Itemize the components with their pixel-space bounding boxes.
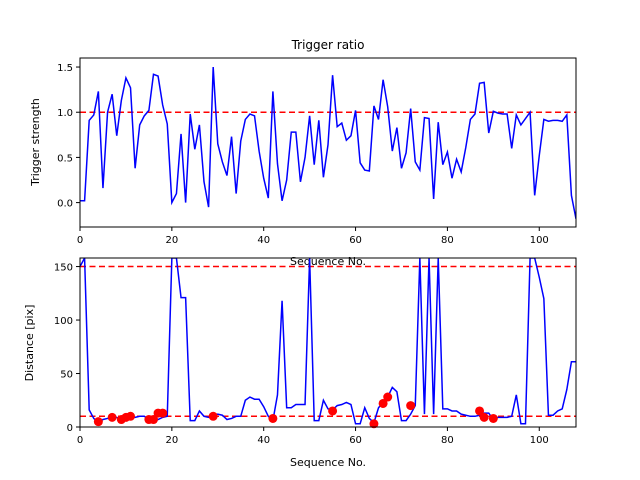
marker-point	[488, 413, 498, 423]
y-tick-label: 150	[54, 263, 73, 274]
x-axis-label: Sequence No.	[290, 456, 366, 469]
marker-point	[208, 411, 218, 421]
x-tick-label: 60	[349, 435, 362, 446]
x-tick-label: 100	[530, 435, 549, 446]
x-tick-label: 60	[349, 235, 362, 246]
series-line	[80, 66, 576, 220]
y-tick-label: 100	[54, 316, 73, 327]
y-tick-label: 0.0	[57, 199, 73, 210]
y-tick-label: 0.5	[57, 153, 73, 164]
x-tick-label: 40	[257, 235, 270, 246]
y-axis-label: Trigger strength	[29, 98, 42, 187]
marker-point	[148, 415, 158, 425]
distance-chart: 0 20 40 60 80 100 0 50 100 150 Sequence No. Dista…	[23, 257, 577, 469]
trigger-ratio-marks	[80, 66, 576, 220]
y-axis-label: Distance [pix]	[23, 305, 36, 382]
chart-title: Trigger ratio	[291, 38, 365, 52]
marker-point	[479, 412, 489, 422]
x-tick-label: 20	[165, 435, 178, 446]
y-tick-label: 0	[67, 423, 73, 434]
marker-point	[378, 398, 388, 408]
x-tick-label: 80	[441, 435, 454, 446]
trigger-ratio-axes: 0 20 40 60 80 100 0.0 0.5 1.0 1.5	[57, 63, 549, 246]
marker-point	[369, 419, 379, 429]
x-tick-label: 0	[77, 235, 83, 246]
marker-point	[126, 411, 136, 421]
plot-area-frame	[79, 257, 577, 428]
marker-point	[268, 413, 278, 423]
marker-point	[158, 408, 168, 418]
y-tick-label: 50	[60, 370, 73, 381]
marker-point	[406, 401, 416, 411]
x-tick-label: 100	[530, 235, 549, 246]
y-tick-label: 1.0	[57, 108, 73, 119]
marker-point	[383, 392, 393, 402]
distance-marks	[80, 258, 576, 429]
marker-point	[93, 417, 103, 427]
x-tick-label: 40	[257, 435, 270, 446]
marker-point	[328, 406, 338, 416]
x-tick-label: 80	[441, 235, 454, 246]
y-tick-label: 1.5	[57, 63, 73, 74]
distance-axes: 0 20 40 60 80 100 0 50 100 150	[54, 263, 549, 446]
marker-point	[475, 406, 485, 416]
plot-area-frame	[79, 57, 577, 228]
marker-point	[107, 412, 117, 422]
x-tick-label: 20	[165, 235, 178, 246]
x-tick-label: 0	[77, 435, 83, 446]
